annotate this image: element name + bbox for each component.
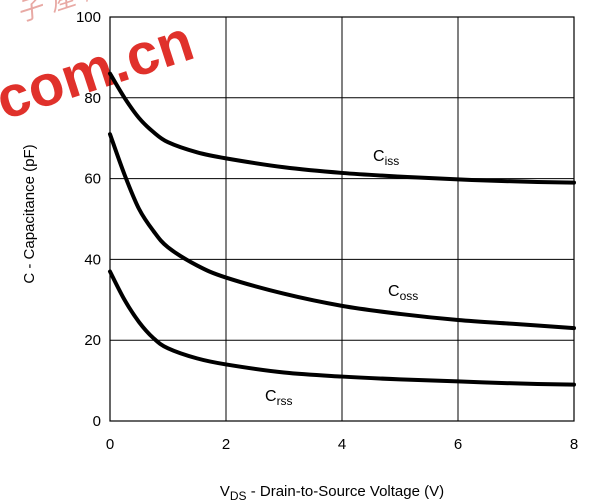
y-tick-label: 80 bbox=[84, 90, 101, 107]
series-label-ciss: Ciss bbox=[373, 148, 399, 168]
x-tick-label: 6 bbox=[454, 436, 462, 453]
y-axis-label: C - Capacitance (pF) bbox=[21, 144, 38, 283]
y-tick-label: 20 bbox=[84, 332, 101, 349]
y-tick-label: 100 bbox=[76, 9, 101, 26]
plot-frame bbox=[109, 16, 575, 422]
y-tick-label: 0 bbox=[93, 413, 101, 430]
curves bbox=[108, 71, 576, 387]
y-tick-label: 40 bbox=[84, 251, 101, 268]
x-axis-label: VDS - Drain-to-Source Voltage (V) bbox=[220, 483, 444, 503]
watermark-text: com.cn bbox=[0, 8, 201, 133]
series-line-ciss bbox=[108, 71, 576, 185]
series-label-crss: Crss bbox=[265, 388, 293, 408]
x-tick-label: 8 bbox=[570, 436, 578, 453]
x-tick-label: 2 bbox=[222, 436, 230, 453]
series-line-coss bbox=[108, 132, 576, 331]
x-tick-label: 0 bbox=[106, 436, 114, 453]
y-tick-label: 60 bbox=[84, 171, 101, 188]
grid bbox=[110, 17, 574, 421]
series-label-coss: Coss bbox=[388, 283, 418, 303]
x-tick-label: 4 bbox=[338, 436, 346, 453]
series-line-crss bbox=[108, 269, 576, 387]
